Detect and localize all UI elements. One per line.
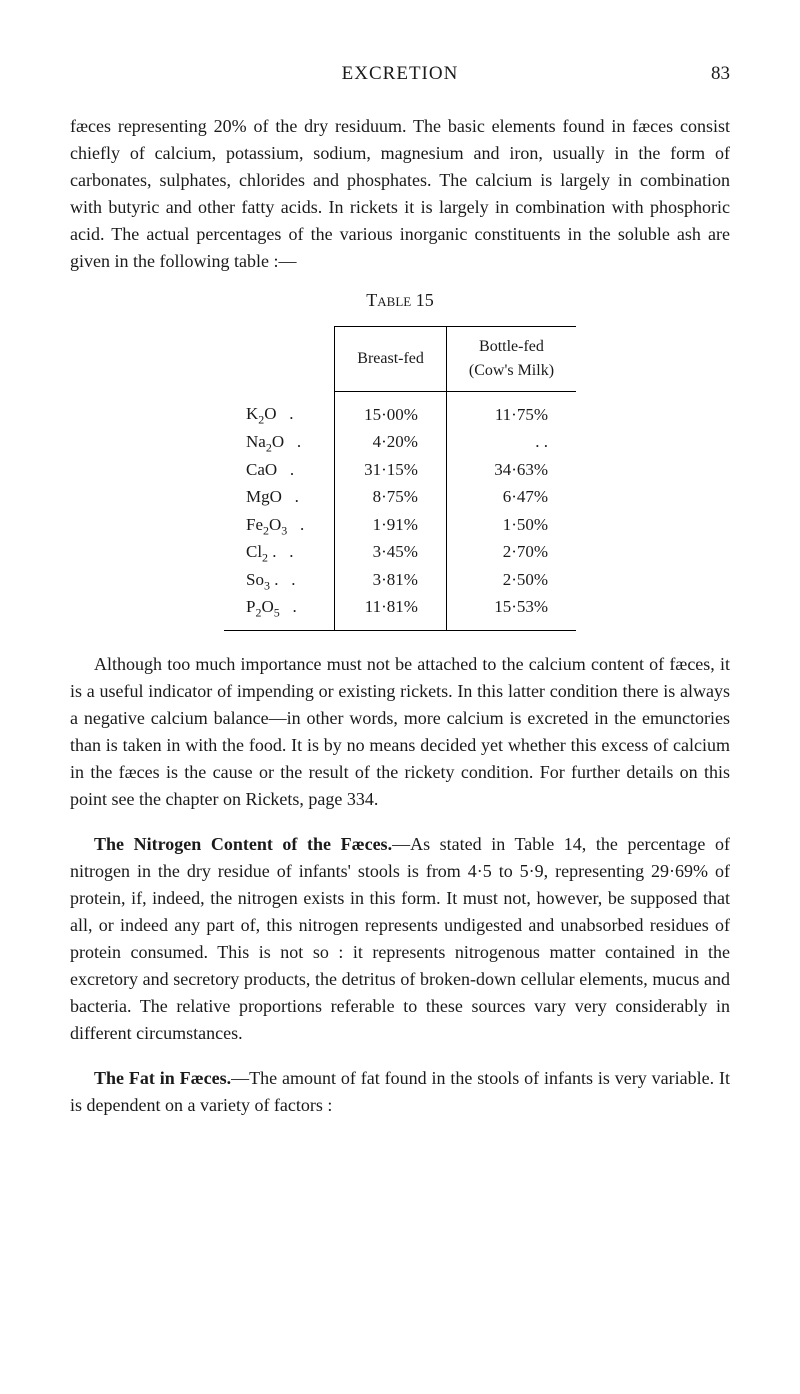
table-row: Na2O .4·20%. . bbox=[224, 428, 576, 456]
table-row: CaO .31·15%34·63% bbox=[224, 456, 576, 484]
compound-label: Na2O . bbox=[224, 428, 335, 456]
composition-table: Breast-fed Bottle-fed (Cow's Milk) K2O .… bbox=[224, 326, 576, 631]
table-row: K2O .15·00%11·75% bbox=[224, 391, 576, 428]
breast-fed-value: 3·45% bbox=[335, 538, 447, 566]
header-title: EXCRETION bbox=[110, 60, 690, 89]
bottle-fed-value: 6·47% bbox=[446, 483, 576, 511]
table-row: MgO .8·75%6·47% bbox=[224, 483, 576, 511]
breast-fed-value: 11·81% bbox=[335, 593, 447, 630]
nitrogen-heading: The Nitrogen Content of the Fæces. bbox=[94, 834, 392, 854]
compound-label: P2O5 . bbox=[224, 593, 335, 630]
header-spacer bbox=[70, 60, 110, 89]
compound-label: Fe2O3 . bbox=[224, 511, 335, 539]
bottle-fed-value: 2·50% bbox=[446, 566, 576, 594]
table-caption: Table 15 bbox=[70, 287, 730, 314]
paragraph-3-body: —As stated in Table 14, the percentage o… bbox=[70, 834, 730, 1043]
table-header-bottle: Bottle-fed (Cow's Milk) bbox=[446, 326, 576, 391]
paragraph-3: The Nitrogen Content of the Fæces.—As st… bbox=[70, 831, 730, 1047]
table-row: Cl2 . .3·45%2·70% bbox=[224, 538, 576, 566]
bottle-fed-value: 11·75% bbox=[446, 391, 576, 428]
breast-fed-value: 1·91% bbox=[335, 511, 447, 539]
compound-label: So3 . . bbox=[224, 566, 335, 594]
table-header-empty bbox=[224, 326, 335, 391]
paragraph-2: Although too much importance must not be… bbox=[70, 651, 730, 813]
paragraph-4: The Fat in Fæces.—The amount of fat foun… bbox=[70, 1065, 730, 1119]
bottle-fed-value: 34·63% bbox=[446, 456, 576, 484]
bottle-fed-value: 1·50% bbox=[446, 511, 576, 539]
bottle-fed-value: 2·70% bbox=[446, 538, 576, 566]
paragraph-1: fæces representing 20% of the dry residu… bbox=[70, 113, 730, 275]
breast-fed-value: 3·81% bbox=[335, 566, 447, 594]
table-row: Fe2O3 .1·91%1·50% bbox=[224, 511, 576, 539]
breast-fed-value: 4·20% bbox=[335, 428, 447, 456]
fat-heading: The Fat in Fæces. bbox=[94, 1068, 231, 1088]
breast-fed-value: 8·75% bbox=[335, 483, 447, 511]
table-row: P2O5 .11·81%15·53% bbox=[224, 593, 576, 630]
bottle-fed-value: 15·53% bbox=[446, 593, 576, 630]
compound-label: K2O . bbox=[224, 391, 335, 428]
table-body: K2O .15·00%11·75%Na2O .4·20%. .CaO .31·1… bbox=[224, 391, 576, 630]
page-header: EXCRETION 83 bbox=[70, 60, 730, 89]
page-number: 83 bbox=[690, 60, 730, 89]
bottle-fed-value: . . bbox=[446, 428, 576, 456]
table-header-breast: Breast-fed bbox=[335, 326, 447, 391]
breast-fed-value: 15·00% bbox=[335, 391, 447, 428]
breast-fed-value: 31·15% bbox=[335, 456, 447, 484]
compound-label: Cl2 . . bbox=[224, 538, 335, 566]
compound-label: CaO . bbox=[224, 456, 335, 484]
compound-label: MgO . bbox=[224, 483, 335, 511]
table-row: So3 . .3·81%2·50% bbox=[224, 566, 576, 594]
